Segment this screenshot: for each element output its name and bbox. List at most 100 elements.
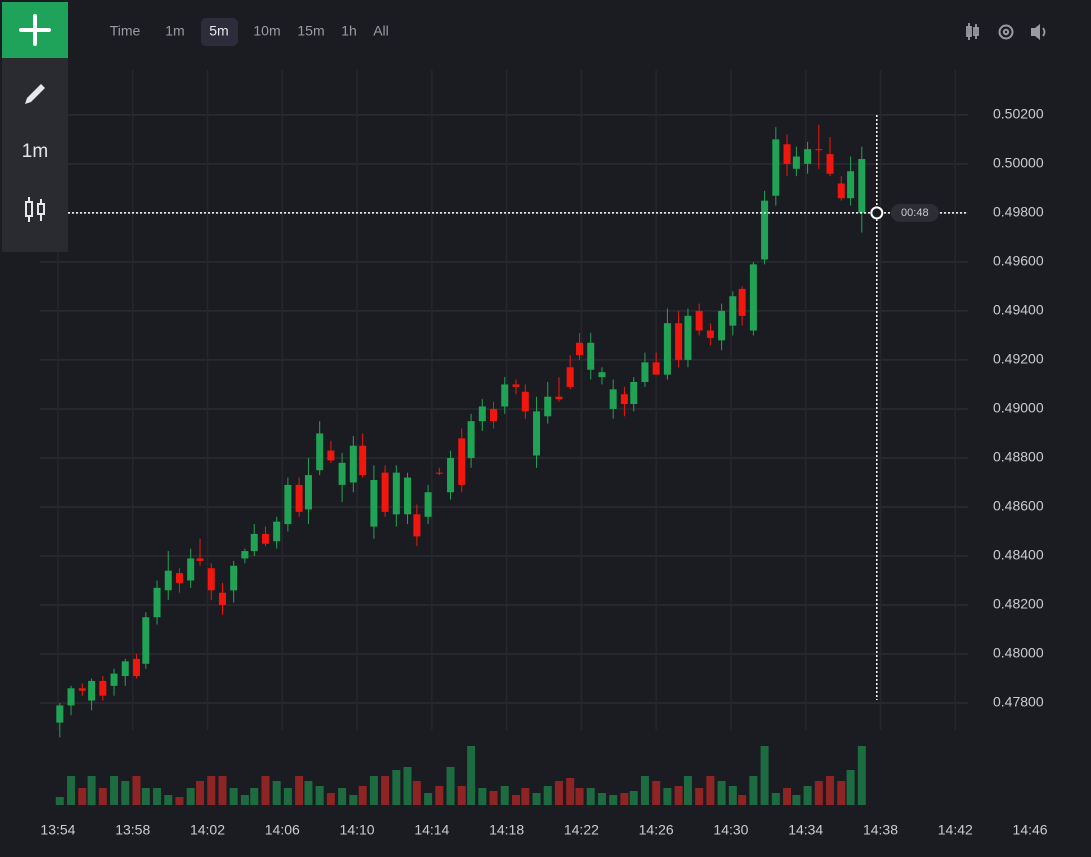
volume-bar — [695, 788, 704, 805]
y-tick-label: 0.49800 — [993, 204, 1044, 220]
candle-body — [99, 680, 107, 696]
volume-bar — [575, 788, 584, 805]
candle-body — [533, 411, 541, 456]
x-tick-label: 13:58 — [115, 822, 150, 838]
candle-body — [207, 568, 215, 591]
candle-body — [858, 158, 866, 213]
volume-bar — [261, 776, 270, 805]
volume-bar — [132, 776, 141, 805]
volume-bar — [792, 795, 801, 805]
chart-type-icon[interactable] — [25, 197, 45, 222]
volume-bar — [706, 776, 715, 805]
timeframe-button[interactable]: 5m — [209, 23, 228, 39]
candle-body — [641, 362, 649, 382]
volume-bar — [196, 781, 205, 805]
volume-bar — [674, 786, 683, 805]
candle-body — [121, 661, 129, 677]
candle-body — [792, 156, 800, 169]
indicators-icon[interactable] — [966, 23, 979, 40]
x-tick-label: 14:14 — [414, 822, 449, 838]
candle-body — [706, 330, 714, 338]
volume-bar — [738, 795, 747, 805]
candle-body — [684, 315, 692, 360]
volume-bar — [846, 770, 855, 805]
sound-icon[interactable] — [1031, 24, 1046, 40]
x-tick-label: 14:02 — [190, 822, 225, 838]
y-tick-label: 0.49200 — [993, 351, 1044, 367]
x-tick-label: 14:22 — [564, 822, 599, 838]
y-tick-label: 0.48600 — [993, 498, 1044, 514]
candle-body — [566, 367, 574, 387]
volume-bar — [304, 781, 313, 805]
candle-body — [316, 433, 324, 471]
volume-bar — [663, 788, 672, 805]
volume-bar — [403, 767, 412, 805]
candle-body — [175, 573, 183, 583]
volume-bar — [586, 788, 595, 805]
volume-bar — [857, 746, 866, 805]
volume-bar — [521, 788, 530, 805]
volume-bar — [153, 788, 162, 805]
volume-bar — [554, 781, 563, 805]
volume-bar — [803, 786, 812, 805]
volume-bar — [683, 776, 692, 805]
pencil-icon[interactable] — [25, 84, 45, 104]
candle-body — [67, 688, 75, 706]
volume-bar — [207, 776, 216, 805]
candle-body — [273, 521, 281, 542]
volume-bar — [326, 793, 335, 805]
candle-body — [338, 462, 346, 485]
candle-body — [110, 673, 118, 686]
volume-bar — [175, 797, 184, 805]
candle-body — [738, 288, 746, 316]
volume-bar — [392, 770, 401, 805]
candle-body — [284, 484, 292, 525]
x-tick-label: 13:54 — [40, 822, 75, 838]
candle-body — [555, 396, 563, 400]
plot: 00:48 — [55, 115, 968, 805]
volume-bar — [295, 776, 304, 805]
candle-body — [241, 551, 249, 559]
candle-body — [804, 149, 812, 164]
candle-body — [652, 362, 660, 375]
timeframe-button[interactable]: 15m — [297, 23, 324, 39]
volume-bar — [315, 786, 324, 805]
volume-bar — [141, 788, 150, 805]
volume-bar — [164, 795, 173, 805]
volume-bar — [87, 776, 96, 805]
volume-bar — [478, 788, 487, 805]
price-marker — [870, 206, 884, 220]
volume-bar — [511, 795, 520, 805]
timeframe-button[interactable]: All — [373, 23, 389, 39]
candle-body — [304, 475, 312, 510]
volume-bar — [78, 788, 87, 805]
y-tick-label: 0.48200 — [993, 596, 1044, 612]
countdown-badge — [890, 203, 939, 222]
settings-icon[interactable] — [998, 24, 1014, 40]
interval-button[interactable]: 1m — [22, 141, 48, 162]
timeframe-button[interactable]: 1h — [341, 23, 357, 39]
candle-body — [230, 565, 238, 591]
timeframe-button[interactable]: 1m — [165, 23, 184, 39]
volume-bar — [717, 781, 726, 805]
candle-body — [587, 342, 595, 370]
candle-body — [381, 472, 389, 512]
timeframe-button[interactable]: Time — [110, 23, 141, 39]
candle-body — [783, 144, 791, 164]
volume-bar — [609, 795, 618, 805]
volume-bar — [283, 788, 292, 805]
volume-bar — [652, 781, 661, 805]
volume-bar — [358, 786, 367, 805]
volume-bar — [446, 767, 455, 805]
volume-bar — [435, 786, 444, 805]
candle-body — [521, 391, 529, 412]
timeframe-button[interactable]: 10m — [253, 23, 280, 39]
volume-bar — [640, 776, 649, 805]
candle-body — [576, 342, 584, 356]
x-tick-label: 14:42 — [938, 822, 973, 838]
volume-bar — [629, 791, 638, 805]
candle-body — [78, 688, 86, 691]
candle-body — [132, 658, 140, 677]
candle-body — [413, 514, 421, 537]
